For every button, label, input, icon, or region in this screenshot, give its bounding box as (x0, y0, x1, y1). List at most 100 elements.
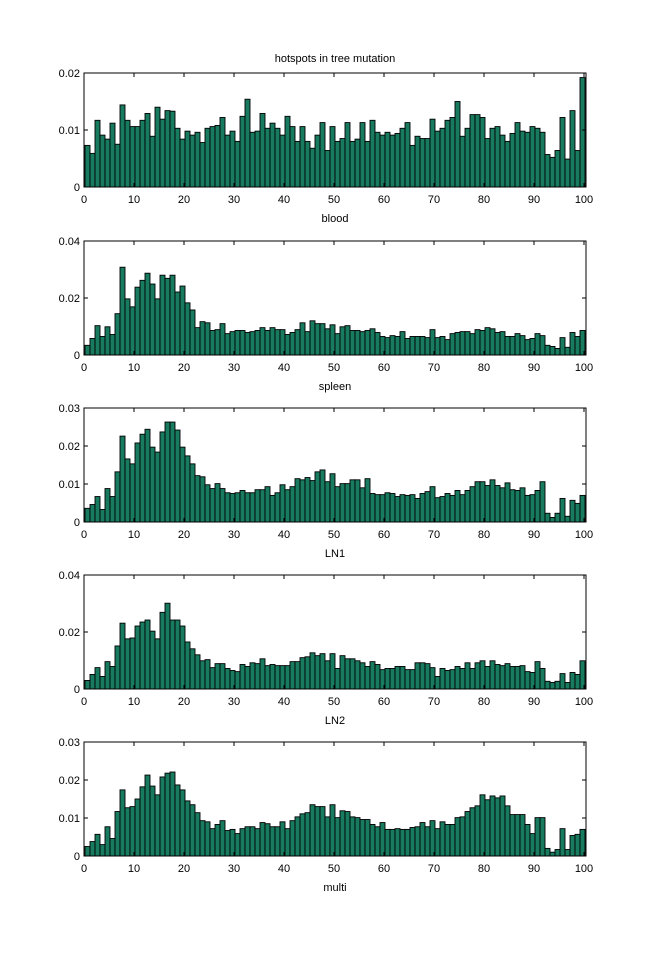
bar (349, 658, 356, 690)
x-tick-label: 30 (228, 362, 240, 374)
bar (449, 117, 456, 188)
bar (109, 334, 116, 356)
bar (144, 619, 151, 690)
bar (369, 493, 376, 523)
bar (94, 325, 101, 356)
x-tick-label: 10 (128, 194, 140, 206)
bar (234, 330, 241, 356)
bar (289, 661, 296, 690)
bar (139, 433, 146, 523)
y-tick-label: 0 (74, 182, 80, 194)
bar (579, 660, 586, 690)
bar (139, 786, 146, 857)
bar (444, 824, 451, 857)
bar (534, 127, 541, 188)
bar (224, 333, 231, 356)
x-tick-label: 60 (378, 362, 390, 374)
subplot-ln2: 0 10 20 30 40 50 60 70 80 90 100 0 0.02 0.04 LN2 (59, 570, 594, 727)
x-tick-label: 10 (128, 696, 140, 708)
bar (509, 336, 516, 356)
bar (339, 655, 346, 690)
bar (89, 841, 96, 857)
x-tick-label: 60 (378, 696, 390, 708)
x-tick-label: 60 (378, 194, 390, 206)
bar (179, 789, 186, 857)
x-tick-label: 50 (328, 696, 340, 708)
subplot-multi: 0 10 20 30 40 50 60 70 80 90 100 0 0.01 0.02 0.03 multi (59, 737, 594, 894)
bar (324, 660, 331, 690)
bar (269, 494, 276, 523)
bar (394, 132, 401, 188)
bar (404, 494, 411, 523)
bar (534, 333, 541, 356)
bar (309, 320, 316, 356)
bar (469, 668, 476, 690)
bar (154, 298, 161, 356)
bar (219, 323, 226, 356)
bar (499, 795, 506, 857)
x-tick-label: 100 (575, 194, 593, 206)
bar (164, 421, 171, 523)
bar (494, 126, 501, 188)
bar (464, 490, 471, 523)
x-tick-label: 20 (178, 529, 190, 541)
x-tick-label: 90 (528, 194, 540, 206)
bar (504, 140, 511, 188)
bar (119, 622, 126, 690)
bar (344, 122, 351, 188)
bar (569, 332, 576, 356)
bar (524, 824, 531, 857)
bar (314, 655, 321, 690)
bar (554, 680, 561, 690)
bar (99, 134, 106, 188)
bar (434, 497, 441, 523)
bar (404, 828, 411, 857)
bar (269, 122, 276, 188)
bar (264, 330, 271, 356)
bar (364, 478, 371, 523)
bar (554, 347, 561, 356)
bar (104, 488, 111, 523)
bar (504, 336, 511, 356)
bar (489, 795, 496, 857)
bar (329, 473, 336, 523)
bar (244, 98, 251, 188)
bar (439, 127, 446, 188)
bar (444, 670, 451, 690)
bar (509, 814, 516, 857)
bar (419, 822, 426, 857)
bar (89, 152, 96, 188)
bar (194, 475, 201, 523)
bar (409, 144, 416, 188)
x-tick-label: 100 (575, 362, 593, 374)
bar (299, 479, 306, 523)
bar (259, 822, 266, 857)
bar (264, 486, 271, 523)
bar (119, 266, 126, 356)
bar (194, 812, 201, 857)
bar (189, 309, 196, 356)
bar (344, 483, 351, 523)
bar (239, 664, 246, 690)
bar (109, 838, 116, 857)
bar (179, 285, 186, 356)
bar (294, 478, 301, 523)
bar (389, 335, 396, 356)
bar (219, 820, 226, 857)
y-tick-label: 0 (74, 350, 80, 362)
bar (419, 336, 426, 356)
bar (149, 785, 156, 857)
bar (534, 817, 541, 857)
bar (519, 335, 526, 356)
bar (289, 126, 296, 188)
bar (374, 332, 381, 356)
bar (574, 336, 581, 356)
x-tick-label: 80 (478, 696, 490, 708)
bar (194, 654, 201, 690)
bar (519, 665, 526, 690)
bar (324, 328, 331, 356)
bar (384, 337, 391, 356)
bar (144, 774, 151, 857)
x-tick-label: 80 (478, 194, 490, 206)
